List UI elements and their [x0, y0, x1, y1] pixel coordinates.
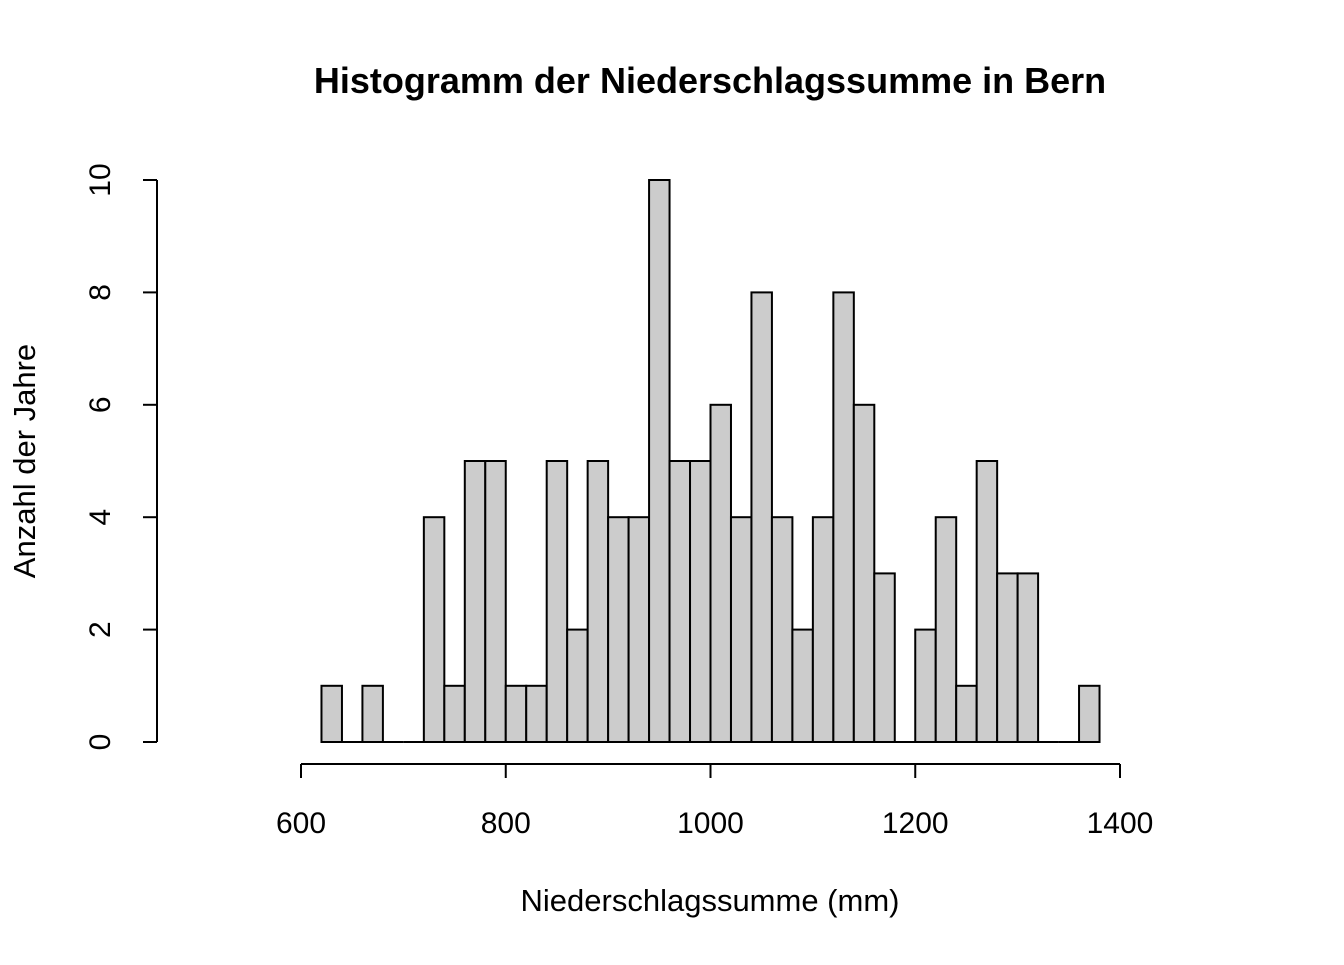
histogram-bar	[525, 684, 548, 743]
histogram-bar	[750, 291, 773, 743]
x-tick-label: 600	[276, 807, 326, 840]
histogram-bar	[1016, 572, 1040, 744]
histogram-bar	[566, 628, 589, 743]
histogram-bar	[607, 516, 630, 744]
histogram-bar	[852, 403, 876, 743]
histogram-bar	[709, 403, 732, 743]
histogram-bar	[1078, 684, 1101, 743]
histogram-bar	[463, 460, 487, 743]
x-axis-title: Niederschlagssumme (mm)	[521, 883, 900, 918]
histogram-bar	[975, 460, 999, 743]
y-axis-title: Anzahl der Jahre	[7, 344, 42, 578]
y-tick-label: 4	[84, 509, 117, 526]
histogram-bar	[770, 516, 794, 744]
x-axis: 600 800 1000 1200 1400	[276, 763, 1154, 840]
histogram-bar	[422, 516, 446, 744]
histogram-bar	[361, 684, 384, 743]
y-tick-label: 2	[84, 621, 117, 638]
chart-title: Histogramm der Niederschlagssumme in Ber…	[314, 60, 1106, 101]
histogram-bar	[545, 460, 569, 743]
histogram-bar	[689, 460, 712, 743]
histogram-bar	[627, 516, 651, 744]
y-tick-label: 10	[84, 163, 117, 196]
histogram-bar	[504, 684, 528, 743]
histogram-bar	[791, 628, 814, 743]
histogram-bar	[955, 684, 978, 743]
histogram-bar	[484, 460, 507, 743]
histogram-bar	[934, 516, 958, 744]
x-tick-label: 1000	[677, 807, 744, 840]
y-tick-label: 8	[84, 284, 117, 301]
histogram-bar	[648, 179, 671, 743]
x-tick-label: 800	[481, 807, 531, 840]
y-tick-label: 0	[84, 734, 117, 751]
histogram-bars	[320, 179, 1101, 744]
y-tick-label: 6	[84, 396, 117, 413]
histogram-bar	[668, 460, 692, 743]
histogram-bar	[873, 572, 896, 744]
histogram-bar	[586, 460, 610, 743]
x-tick-label: 1200	[882, 807, 949, 840]
histogram-bar	[443, 684, 466, 743]
histogram-bar	[914, 628, 937, 743]
y-axis: 0 2 4 6 8 10	[84, 163, 158, 751]
histogram-bar	[996, 572, 1019, 744]
histogram-bar	[729, 516, 753, 744]
histogram-bar	[832, 291, 855, 743]
histogram-bar	[811, 516, 835, 744]
x-tick-label: 1400	[1087, 807, 1154, 840]
histogram-bar	[320, 684, 343, 743]
